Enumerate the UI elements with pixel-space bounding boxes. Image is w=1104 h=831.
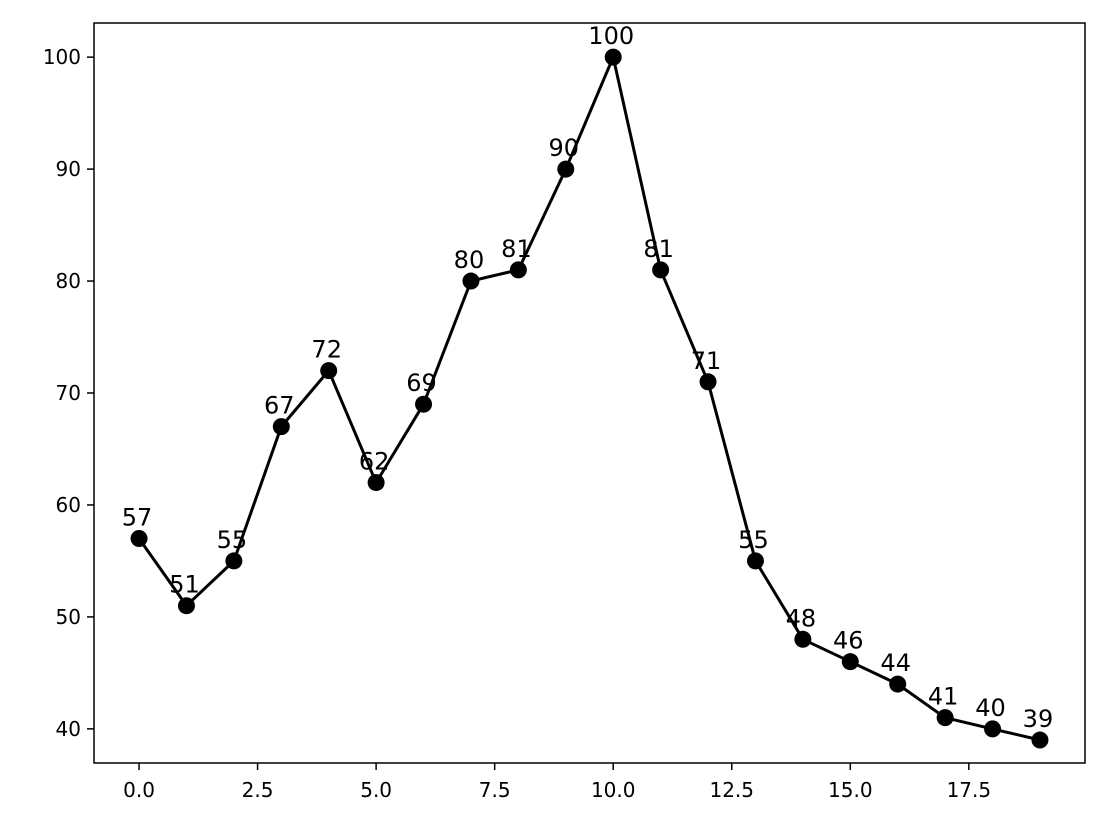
y-axis: 40 50 60 70 80 90 100 — [43, 45, 94, 741]
data-point — [320, 362, 338, 380]
data-label: 67 — [264, 392, 295, 420]
x-tick-label: 17.5 — [947, 778, 992, 802]
data-label: 72 — [311, 336, 342, 364]
data-label: 44 — [880, 649, 911, 677]
data-point — [415, 395, 433, 413]
data-label: 81 — [501, 235, 532, 263]
series-line — [137, 55, 1041, 742]
y-tick-label: 50 — [56, 605, 81, 629]
plot-frame — [93, 22, 1086, 764]
data-point — [1031, 731, 1049, 749]
data-label: 41 — [928, 683, 959, 711]
data-label: 39 — [1023, 705, 1054, 733]
plot-background — [94, 23, 1085, 763]
data-label: 90 — [549, 134, 580, 162]
x-tick-label: 10.0 — [591, 778, 636, 802]
data-label: 55 — [738, 526, 769, 554]
data-label: 55 — [217, 526, 248, 554]
data-point — [984, 720, 1002, 738]
y-tick-label: 80 — [56, 269, 81, 293]
data-label: 80 — [454, 246, 485, 274]
data-points — [130, 48, 1049, 749]
y-tick-label: 40 — [56, 717, 81, 741]
data-label: 62 — [359, 448, 390, 476]
data-labels: 57 51 55 67 72 62 69 80 81 90 100 81 71 55 48 46 44 41 40 3… — [122, 22, 1053, 733]
data-label: 81 — [643, 235, 674, 263]
data-point — [272, 418, 290, 436]
data-label: 48 — [786, 604, 817, 632]
x-axis: 0.0 2.5 5.0 7.5 10.0 12.5 15.0 17.5 — [123, 763, 991, 802]
data-point — [225, 552, 243, 570]
data-point — [604, 48, 622, 66]
data-label: 40 — [975, 694, 1006, 722]
data-point — [889, 675, 907, 693]
data-point — [936, 709, 954, 727]
data-point — [509, 261, 527, 279]
y-tick-label: 60 — [56, 493, 81, 517]
data-point — [462, 272, 480, 290]
y-tick-label: 90 — [56, 157, 81, 181]
data-point — [367, 474, 385, 492]
y-tick-label: 70 — [56, 381, 81, 405]
data-point — [746, 552, 764, 570]
data-label: 57 — [122, 504, 153, 532]
data-label: 46 — [833, 627, 864, 655]
data-point — [699, 373, 717, 391]
data-label: 69 — [406, 369, 437, 397]
y-tick-label: 100 — [43, 45, 81, 69]
x-tick-label: 5.0 — [360, 778, 392, 802]
x-tick-label: 12.5 — [709, 778, 754, 802]
data-point — [841, 653, 859, 671]
data-point — [794, 630, 812, 648]
x-tick-label: 2.5 — [242, 778, 274, 802]
data-label: 71 — [691, 347, 722, 375]
data-point — [557, 160, 575, 178]
x-tick-label: 0.0 — [123, 778, 155, 802]
data-point — [130, 530, 148, 548]
data-point — [177, 597, 195, 615]
data-label: 51 — [169, 571, 200, 599]
x-tick-label: 7.5 — [479, 778, 511, 802]
x-tick-label: 15.0 — [828, 778, 873, 802]
data-label: 100 — [588, 22, 634, 50]
data-point — [652, 261, 670, 279]
